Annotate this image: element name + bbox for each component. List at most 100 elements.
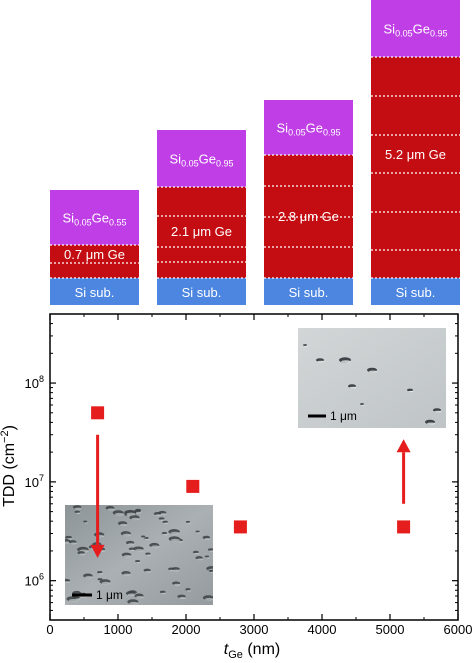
sem-pit-highlight [163, 522, 169, 525]
data-point [91, 406, 105, 420]
sem-pit-highlight [204, 597, 213, 601]
sem-pit-highlight [98, 573, 103, 575]
sem-pit-highlight [123, 573, 131, 576]
sem-pit-highlight [146, 554, 152, 556]
cap-sub1: 0.05 [395, 29, 413, 39]
sem-pit-highlight [170, 538, 180, 542]
scale-label-right: 1 μm [330, 409, 357, 423]
cap-base: Si [170, 152, 182, 167]
sem-pit-highlight [65, 581, 71, 584]
substrate-label: Si sub. [396, 285, 436, 300]
cap-sub2: 0.55 [109, 218, 127, 228]
sem-pit-highlight [434, 410, 442, 413]
cap-layer [157, 130, 246, 187]
sem-pit [303, 344, 307, 346]
sem-pit-highlight [160, 519, 165, 521]
cap-sub2: 0.95 [323, 128, 341, 138]
sem-pit-highlight [76, 512, 81, 515]
sem-inset-right: 1 μm [298, 328, 446, 428]
sem-pit-highlight [186, 590, 192, 592]
sem-pit [128, 547, 135, 551]
sem-pit-highlight [119, 523, 128, 527]
sem-pit-highlight [179, 596, 186, 600]
sem-pit-highlight [136, 561, 141, 564]
cap-mid: Ge [413, 22, 430, 37]
cap-base: Si [277, 121, 289, 136]
ge-layer [50, 245, 139, 278]
sem-pit-highlight [408, 390, 414, 393]
sem-pit-highlight [68, 598, 79, 602]
cap-layer [371, 0, 460, 57]
cap-layer [50, 190, 139, 245]
sem-pit [135, 559, 141, 563]
arrow-head [396, 439, 411, 453]
y-tick-exp: 8 [39, 374, 44, 384]
sem-pit-highlight [173, 583, 181, 586]
sem-pit [97, 571, 103, 574]
y-tick-label: 106 [25, 572, 44, 589]
sem-pit-highlight [177, 540, 184, 543]
layer-stack-1: Si0.05Ge0.55 0.7 μm Ge Si sub. [50, 190, 139, 305]
layer-stack-2: Si0.05Ge0.95 2.1 μm Ge Si sub. [157, 130, 246, 305]
annotation-arrows [90, 434, 411, 558]
sem-pit-highlight [145, 570, 151, 573]
sem-pit [161, 531, 168, 535]
sem-pit [74, 510, 81, 514]
sem-pit-highlight [75, 598, 81, 600]
sem-pit [97, 578, 103, 581]
y-tick-base: 10 [25, 376, 39, 391]
sem-pit [185, 588, 191, 591]
y-axis-title: TDD (cm−2) [0, 425, 18, 507]
x-tick-label: 2000 [172, 622, 201, 637]
cap-mid: Ge [306, 121, 323, 136]
x-tick-label: 0 [46, 622, 53, 637]
sem-pit-highlight [163, 533, 168, 536]
sem-pit-highlight [173, 569, 180, 572]
cap-sub2: 0.95 [216, 159, 234, 169]
data-point [233, 520, 247, 534]
cap-label: Si0.05Ge0.95 [384, 22, 448, 39]
sem-pit-highlight [114, 512, 124, 516]
sem-pit [162, 520, 168, 524]
data-point [186, 479, 200, 493]
sem-pit-highlight [129, 601, 139, 605]
sem-pit-highlight [144, 538, 150, 541]
sem-pit-highlight [170, 531, 180, 535]
sem-pit-highlight [131, 517, 140, 521]
sem-pit-highlight [135, 549, 144, 552]
sem-pits-right [303, 344, 442, 425]
sem-pit-highlight [427, 422, 435, 425]
sem-pit [407, 388, 413, 392]
sem-pit-highlight [70, 542, 77, 545]
sem-pit-highlight [160, 513, 167, 516]
arrow-head [90, 544, 105, 558]
sem-pits-left [65, 505, 213, 605]
sem-pit-highlight [369, 370, 377, 373]
substrate-label: Si sub. [75, 285, 115, 300]
cap-label: Si0.05Ge0.55 [63, 211, 127, 228]
sem-pit-highlight [74, 507, 82, 510]
cap-mid: Ge [199, 152, 216, 167]
substrate-label: Si sub. [182, 285, 222, 300]
y-tick-exp: 6 [39, 572, 44, 582]
ge-thickness-label: 2.8 μm Ge [278, 209, 339, 224]
layer-stack-4: Si0.05Ge0.95 5.2 μm Ge Si sub. [371, 0, 460, 305]
sem-pit-highlight [169, 569, 175, 572]
ge-thickness-label: 5.2 μm Ge [385, 147, 446, 162]
substrate-layer [50, 278, 139, 305]
y-tick-label: 107 [25, 473, 44, 490]
sem-pit-highlight [209, 550, 213, 552]
sem-pit-highlight [85, 576, 93, 579]
sem-pit-highlight [361, 405, 365, 406]
data-point [397, 520, 411, 534]
sem-pit-highlight [155, 514, 162, 517]
x-tick-label: 1000 [104, 622, 133, 637]
sem-pit-highlight [101, 581, 111, 585]
sem-pit-highlight [123, 555, 132, 558]
sem-pit [204, 555, 210, 558]
sem-pit [195, 530, 200, 533]
ge-thickness-label: 0.7 μm Ge [64, 247, 125, 262]
